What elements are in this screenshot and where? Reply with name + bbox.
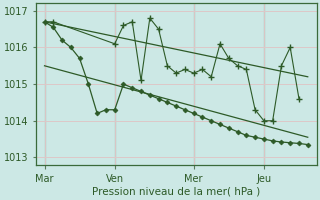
X-axis label: Pression niveau de la mer( hPa ): Pression niveau de la mer( hPa ) [92, 187, 260, 197]
